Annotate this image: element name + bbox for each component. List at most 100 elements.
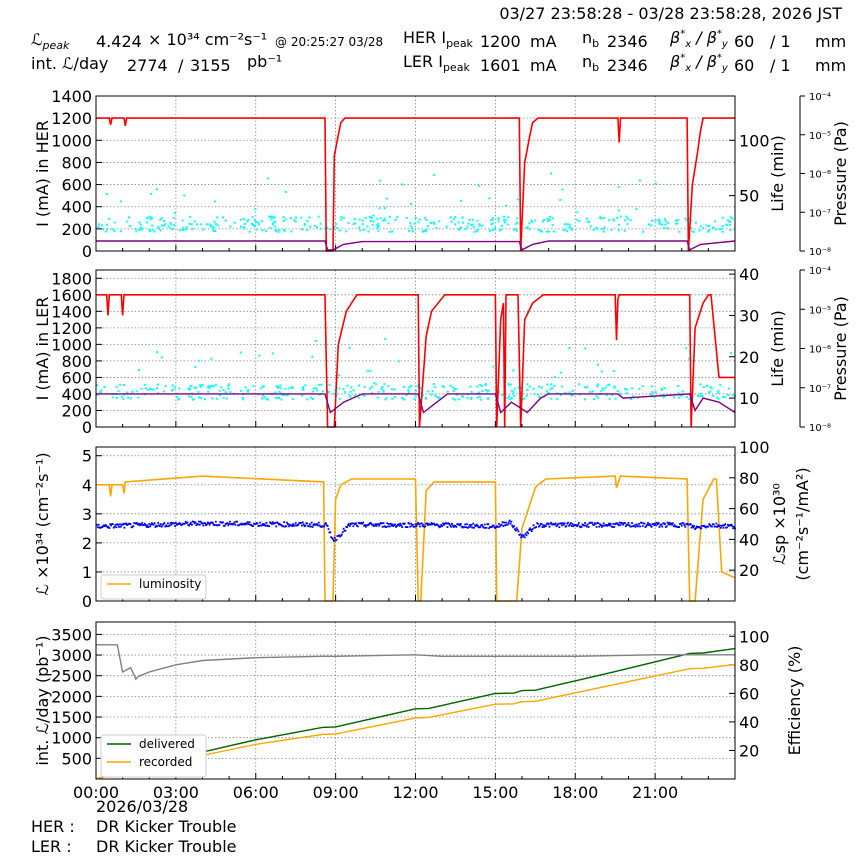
pressure-point xyxy=(381,386,384,389)
pressure-point xyxy=(434,386,437,389)
pressure-point xyxy=(284,218,287,221)
specific-lumi-point xyxy=(451,522,453,525)
pressure-point xyxy=(570,228,573,231)
specific-lumi-point xyxy=(308,525,310,528)
pressure-point xyxy=(510,389,513,392)
pressure-point xyxy=(545,390,548,393)
specific-lumi-point xyxy=(227,524,230,527)
specific-lumi-point xyxy=(700,527,703,530)
specific-lumi-point xyxy=(254,523,257,525)
lpeak-time: @ 20:25:27 03/28 xyxy=(275,35,384,49)
pressure-point xyxy=(366,369,369,372)
specific-lumi-point xyxy=(692,526,695,529)
specific-lumi-point xyxy=(570,525,573,527)
pressure-point xyxy=(157,227,160,230)
pressure-point xyxy=(171,227,174,230)
pressure-point xyxy=(375,383,378,386)
pressure-point xyxy=(568,226,571,229)
pressure-point xyxy=(526,383,529,386)
pressure-point xyxy=(254,207,257,210)
pressure-point xyxy=(568,346,571,349)
pressure-point xyxy=(403,398,406,401)
pressure-point xyxy=(242,217,245,220)
pressure-point xyxy=(389,230,392,233)
pressure-point xyxy=(160,217,163,220)
pressure-point xyxy=(111,396,114,399)
pressure-point xyxy=(188,387,191,390)
pressure-point xyxy=(342,216,345,219)
specific-lumi-point xyxy=(311,526,314,528)
pressure-point xyxy=(584,347,587,350)
pressure-point xyxy=(550,172,553,175)
specific-lumi-point xyxy=(560,522,562,525)
pressure-point xyxy=(408,386,411,389)
y3tick-label-ler: 10⁻⁶ xyxy=(809,345,831,356)
pressure-point xyxy=(546,392,549,395)
specific-lumi-point xyxy=(159,523,162,526)
pressure-point xyxy=(424,396,427,399)
her-ipeak-unit: mA xyxy=(530,32,557,51)
specific-lumi-point xyxy=(204,522,207,525)
specific-lumi-point xyxy=(665,525,668,528)
specific-lumi-point xyxy=(248,521,251,524)
specific-lumi-point xyxy=(487,523,490,525)
specific-lumi-point xyxy=(526,531,529,533)
specific-lumi-point xyxy=(652,523,655,525)
ler-beta-y: / 1 xyxy=(770,56,791,75)
specific-lumi-point xyxy=(146,524,149,527)
pressure-point xyxy=(169,223,172,226)
specific-lumi-point xyxy=(669,523,672,526)
specific-lumi-point xyxy=(424,525,427,528)
ytick-label-ler: 1800 xyxy=(51,269,92,288)
pressure-point xyxy=(677,385,680,388)
specific-lumi-point xyxy=(104,524,107,526)
pressure-point xyxy=(182,226,185,229)
pressure-point xyxy=(546,230,549,233)
pressure-point xyxy=(561,188,564,191)
pressure-point xyxy=(225,397,228,400)
specific-lumi-point xyxy=(167,522,169,525)
pressure-point xyxy=(138,221,141,224)
pressure-point xyxy=(162,390,165,393)
pressure-point xyxy=(717,391,720,394)
specific-lumi-point xyxy=(515,527,518,530)
pressure-point xyxy=(595,395,598,398)
pressure-point xyxy=(717,397,720,400)
pressure-point xyxy=(564,223,567,226)
intl-value-recorded: 3155 xyxy=(190,56,231,75)
specific-lumi-point xyxy=(368,523,371,525)
pressure-point xyxy=(661,388,664,391)
specific-lumi-point xyxy=(148,522,151,525)
pressure-point xyxy=(181,228,184,231)
specific-lumi-point xyxy=(569,523,571,526)
specific-lumi-point xyxy=(282,525,285,528)
pressure-point xyxy=(265,397,268,400)
specific-lumi-point xyxy=(152,523,155,526)
pressure-point xyxy=(586,220,589,223)
pressure-point xyxy=(150,192,153,195)
specific-lumi-point xyxy=(111,523,114,525)
specific-lumi-point xyxy=(119,523,121,526)
pressure-point xyxy=(253,224,256,227)
pressure-point xyxy=(427,225,430,228)
pressure-point xyxy=(564,228,567,231)
pressure-point xyxy=(123,393,126,396)
pressure-point xyxy=(377,222,380,225)
specific-lumi-point xyxy=(654,522,657,525)
ytick-label-intlumi: 2000 xyxy=(51,687,92,706)
pressure-point xyxy=(413,222,416,225)
pressure-point xyxy=(370,385,373,388)
pressure-point xyxy=(498,390,501,393)
pressure-point xyxy=(476,219,479,222)
pressure-point xyxy=(211,384,214,387)
specific-lumi-point xyxy=(649,524,652,527)
pressure-point xyxy=(311,398,314,401)
specific-lumi-point xyxy=(555,525,558,527)
specific-lumi-point xyxy=(245,523,248,525)
pressure-point xyxy=(727,387,730,390)
pressure-point xyxy=(270,215,273,218)
pressure-point xyxy=(199,385,202,388)
pressure-point xyxy=(728,223,731,226)
pressure-point xyxy=(619,392,622,395)
pressure-point xyxy=(319,222,322,225)
